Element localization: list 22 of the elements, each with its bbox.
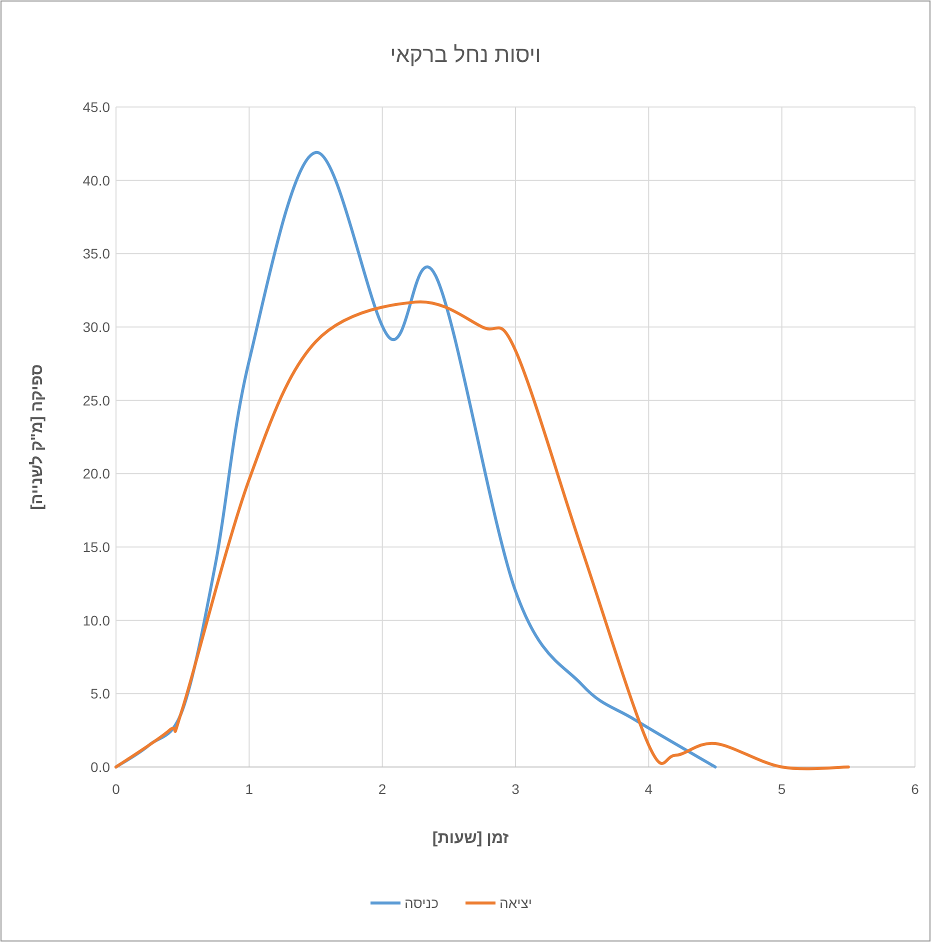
x-tick-label: 4 (644, 781, 653, 797)
y-tick-label: 25.0 (82, 392, 110, 408)
x-tick-label: 6 (911, 781, 920, 797)
legend-label: כניסה (404, 895, 439, 911)
chart-title: ויסות נחל ברקאי (390, 42, 541, 67)
y-tick-label: 15.0 (82, 539, 110, 555)
y-tick-label: 40.0 (82, 172, 110, 188)
legend-label: יציאה (500, 895, 532, 911)
y-tick-label: 35.0 (82, 246, 110, 262)
y-tick-label: 5.0 (90, 686, 110, 702)
x-tick-label: 5 (778, 781, 786, 797)
y-tick-label: 20.0 (82, 466, 110, 482)
x-tick-label: 2 (378, 781, 386, 797)
y-tick-label: 30.0 (82, 319, 110, 335)
y-tick-label: 45.0 (82, 99, 110, 115)
y-tick-label: 0.0 (90, 759, 110, 775)
y-axis-title: ספיקה [מ"ק לשנייה] (28, 364, 46, 510)
x-tick-label: 1 (245, 781, 254, 797)
x-tick-label: 3 (512, 781, 520, 797)
x-axis-title: זמן [שעות] (432, 830, 509, 847)
y-tick-label: 10.0 (82, 612, 110, 628)
x-tick-label: 0 (112, 781, 120, 797)
